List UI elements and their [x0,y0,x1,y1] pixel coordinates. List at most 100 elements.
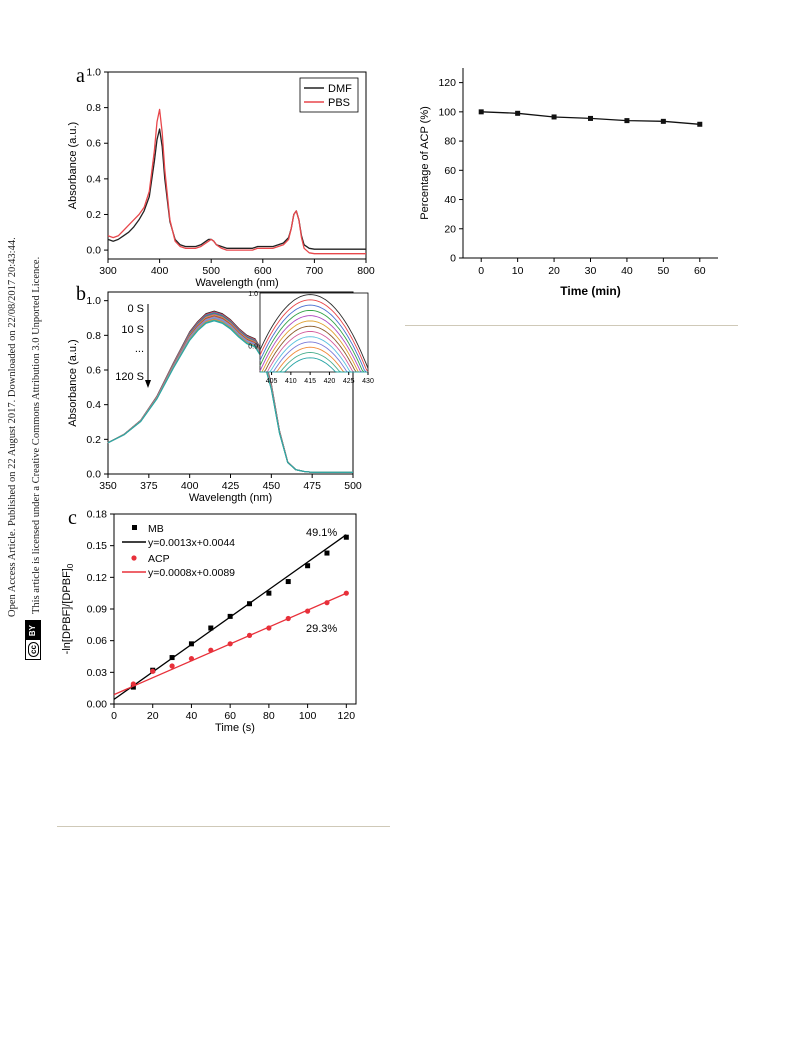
panel-d-xtick-label: 20 [548,265,560,277]
panel-a-legend [299,77,359,113]
panel-c-point-mb [324,550,330,556]
panel-b-inset: 405 410 415 420 425 430 0.9 1.0 [248,291,374,385]
panel-a-legend-label: PBS [328,97,350,109]
panel-c-point-mb [227,613,233,619]
panel-b-inset-line [259,304,368,373]
panel-a-ytick-label: 0.4 [86,173,101,185]
panel-b-inset-xtick-label: 430 [362,378,374,385]
panel-d-y-axis-label: Percentage of ACP (%) [419,106,431,220]
panel-c-legend-label: MB [148,523,164,535]
panel-a-ytick-label: 0.6 [86,138,101,150]
panel-b-inset-xtick-label: 415 [304,378,316,385]
panel-d-x-axis-label: Time (min) [560,284,620,298]
panel-b-ytick-label: 0.8 [86,330,101,342]
panel-d-point [551,114,557,120]
panel-a-ytick-label: 0.2 [86,209,101,221]
divider-left [57,826,390,827]
panel-c-ytick-label: 0.18 [87,509,108,521]
panel-b-xtick-label: 450 [263,480,281,492]
panel-d-point [660,118,666,124]
panel-b-inset-ytick-label: 0.9 [248,344,258,351]
panel-a-legend-label: DMF [328,83,352,95]
panel-a-xtick-label: 800 [357,265,375,277]
panel-c-ytick-label: 0.03 [87,667,108,679]
panel-b-annotation: ... [135,343,144,355]
panel-b-annotation: 0 S [127,303,144,315]
panel-c-ytick-label: 0.00 [87,699,108,711]
divider-right [405,325,738,326]
panel-d-xtick-label: 30 [585,265,597,277]
panel-b-xtick-label: 475 [303,480,321,492]
panel-b-inset-xtick-label: 410 [285,378,297,385]
panel-a-xtick-label: 600 [254,265,272,277]
panel-d-xtick-label: 50 [658,265,670,277]
panel-c-ytick-label: 0.09 [87,604,108,616]
panel-d-point [588,115,593,121]
panel-b-xtick-label: 350 [99,480,117,492]
panel-a-ytick-label: 1.0 [86,67,101,79]
panel-b-xtick-label: 375 [140,480,158,492]
panel-c-point-mb [305,563,311,569]
panel-c-xtick-label: 120 [338,710,356,722]
panel-b-xtick-label: 425 [222,480,240,492]
panel-b-inset-line [259,294,369,369]
panel-c-point-mb [208,625,214,631]
panel-c-point-acp [285,615,291,622]
panel-b-inset-line [260,320,368,373]
panel-c-xtick-label: 80 [263,710,275,722]
panel-c-legend-marker [131,555,137,561]
panel-d-point [624,118,630,124]
panel-a-label: a [76,65,85,87]
panel-d-ytick-label: 0 [450,253,456,265]
panel-a-xtick-label: 400 [151,265,169,277]
panel-b-inset-xtick-label: 420 [324,378,336,385]
panel-b-inset-line [260,330,368,373]
panel-c-xtick-label: 0 [111,710,117,722]
panel-d-ytick-label: 20 [444,223,456,235]
panel-b-ytick-label: 0.0 [86,469,101,481]
panel-b-inset-line [259,309,368,373]
panel-c-point-acp [208,647,214,653]
panel-b-inset-ytick-label: 1.0 [248,291,258,298]
panel-c-legend-fit: y=0.0013x+0.0044 [148,537,235,549]
panel-c-point-acp [246,632,253,638]
panel-d-ytick-label: 120 [438,77,456,89]
panel-c-xtick-label: 40 [186,710,198,722]
panel-c-point-mb [285,579,291,585]
panel-c-point-acp [324,600,330,606]
panel-c-point-acp [169,663,175,669]
panel-b-arrow-head [145,380,151,388]
panel-d-ytick-label: 100 [438,106,456,118]
panel-b-ytick-label: 0.4 [86,399,101,411]
panel-c-label: c [68,507,77,529]
panel-c-point-acp [150,668,156,674]
panel-b-inset-xtick-label: 425 [343,378,355,385]
panel-c-point-acp [343,590,349,596]
panel-b-xtick-label: 400 [181,480,199,492]
panel-b-inset-line [259,315,368,373]
panel-a-series-dmf-line [107,128,366,250]
panel-b-spectrum-line [107,320,353,473]
panel-d-xtick-label: 60 [694,265,706,277]
panel-c-ytick-label: 0.06 [87,635,108,647]
panel-c-ylabel-main: -ln[DPBF]/[DPBF] [61,568,73,654]
panel-a-x-axis-label: Wavelength (nm) [195,277,278,289]
panel-c-point-mb [343,534,349,540]
panel-c-point-mb [247,601,253,607]
panel-c-point-acp [188,656,195,662]
panel-d-point [478,109,484,115]
panel-c-ytick-label: 0.12 [87,572,108,584]
panel-d-ytick-label: 60 [444,165,456,177]
panel-a-xtick-label: 500 [202,265,220,277]
panel-c-y-axis-label: -ln[DPBF]/[DPBF]0 [61,563,75,654]
panel-a-xtick-label: 700 [306,265,324,277]
panel-c-x-axis-label: Time (s) [215,722,255,734]
panel-a-plot-frame [107,71,367,260]
panel-c-legend-label: ACP [148,553,170,565]
panel-b-xtick-label: 500 [344,480,362,492]
panel-d-xtick-label: 40 [621,265,633,277]
panel-c-point-mb [266,590,272,596]
panel-a-series-pbs-line [107,108,366,255]
panel-c-point-acp [305,608,311,614]
